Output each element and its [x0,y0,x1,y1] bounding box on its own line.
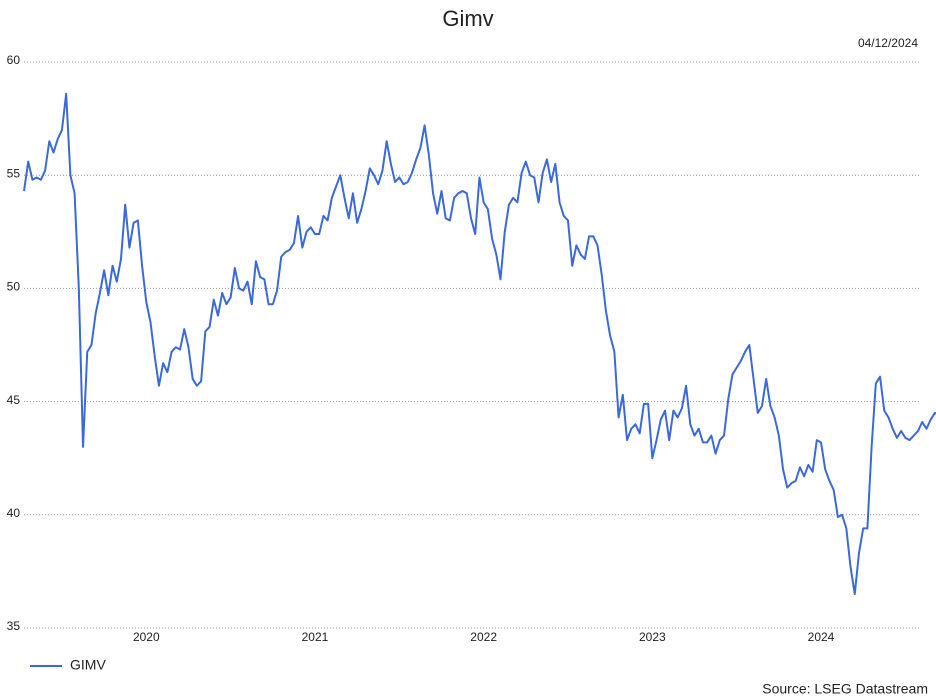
y-tick-label: 50 [7,280,21,294]
y-tick-label: 60 [7,53,21,67]
x-tick-label: 2020 [133,630,160,644]
source-label: Source: LSEG Datastream [762,681,928,697]
x-tick-label: 2023 [639,630,666,644]
y-tick-label: 35 [7,619,21,633]
date-label: 04/12/2024 [858,36,918,50]
x-tick-label: 2024 [808,630,835,644]
y-tick-label: 40 [7,506,21,520]
y-tick-label: 55 [7,166,21,180]
y-tick-label: 45 [7,393,21,407]
line-series [23,92,936,596]
x-tick-label: 2022 [470,630,497,644]
x-tick-label: 2021 [302,630,329,644]
legend-label: GIMV [70,657,106,673]
chart-title: Gimv [442,6,493,31]
